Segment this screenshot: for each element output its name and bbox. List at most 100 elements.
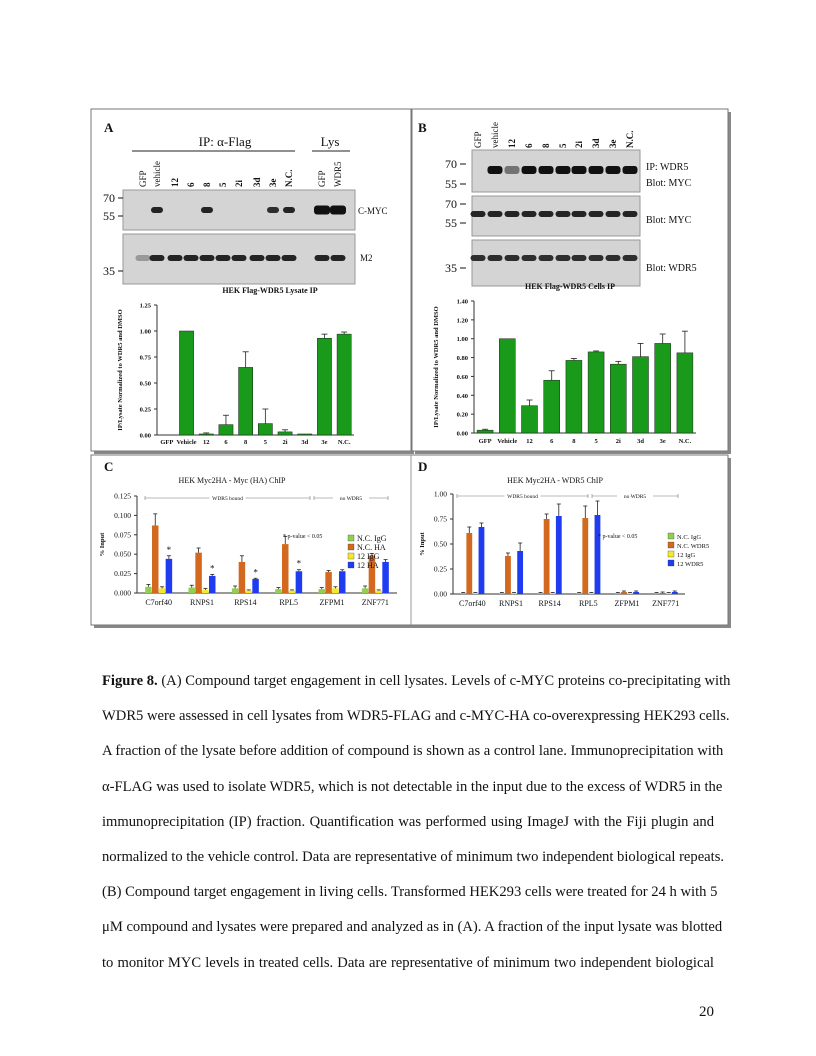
legend-label: N.C. HA	[357, 543, 386, 552]
blot-band	[149, 255, 165, 261]
y-tick-label: 0.25	[140, 407, 152, 414]
bar	[521, 405, 538, 434]
panel-label: B	[418, 120, 427, 135]
bar	[295, 571, 303, 593]
blot-band	[538, 255, 554, 261]
y-tick-label: 0.00	[140, 433, 151, 440]
bar	[627, 593, 633, 594]
bar	[179, 330, 194, 436]
y-tick-label: 0.50	[140, 381, 151, 388]
region-label-bg	[209, 494, 246, 502]
y-tick-label: 1.20	[457, 317, 468, 324]
x-tick-label: GFP	[479, 438, 492, 445]
bar	[277, 431, 293, 436]
figure: A B C D IP: α-Flag Lys C-MYC M2 IP: WDR5…	[90, 108, 731, 628]
lane-label: 3d	[591, 138, 601, 148]
caption-line: Figure 8. (A) Compound target engagement…	[102, 672, 730, 690]
x-tick-label: ZNF771	[362, 598, 389, 607]
caption-line: A fraction of the lysate before addition…	[102, 743, 724, 760]
lane-label: 6	[524, 143, 534, 148]
bar	[165, 558, 173, 593]
bar	[208, 575, 216, 593]
bar	[511, 593, 517, 594]
x-tick-label: RPS14	[539, 599, 561, 608]
x-tick-label: ZNF771	[652, 599, 679, 608]
y-tick-label: 0.00	[457, 431, 468, 438]
blot-band	[249, 255, 265, 261]
lane-label: 3d	[252, 177, 262, 187]
region-label: WDR5 bound	[212, 496, 243, 502]
y-tick-label: 1.00	[140, 329, 151, 336]
x-tick-label: N.C.	[679, 438, 692, 445]
lane-label: 5	[558, 143, 568, 148]
blot-band	[538, 166, 554, 174]
bar	[375, 590, 382, 593]
x-tick-label: 5	[264, 439, 268, 446]
bar	[517, 551, 524, 594]
lane-label: 8	[541, 143, 551, 148]
annotation: * p-value < 0.05	[283, 534, 322, 540]
bar	[318, 589, 326, 593]
x-tick-label: N.C.	[338, 439, 351, 446]
blot-band	[521, 166, 537, 174]
mw-marker: 35	[103, 264, 115, 278]
bar	[633, 592, 640, 594]
caption-label: Figure 8.	[102, 673, 158, 689]
blot-band	[538, 211, 554, 217]
legend-swatch	[667, 541, 675, 549]
bar	[152, 525, 159, 593]
lane-label: 5	[218, 182, 228, 187]
bar	[218, 424, 234, 436]
y-tick-label: 1.00	[457, 336, 468, 343]
lane-label: N.C.	[625, 131, 635, 149]
y-tick-label: 0.20	[457, 412, 468, 419]
y-tick-label: 0.100	[114, 511, 131, 520]
blot-band	[605, 255, 621, 261]
bar	[238, 367, 253, 436]
blot-band	[555, 166, 571, 174]
x-tick-label: 12	[526, 438, 533, 445]
blot-band	[571, 166, 587, 174]
blot-band	[487, 166, 503, 174]
blot-band	[314, 255, 330, 261]
blot-band	[470, 255, 486, 261]
significance-marker: *	[210, 563, 215, 573]
blot-band	[314, 205, 330, 215]
mw-marker: 35	[445, 261, 457, 275]
caption-text: (A) Compound target engagement in cell l…	[157, 673, 731, 689]
y-tick-label: 1.40	[457, 299, 468, 306]
bar	[549, 593, 556, 594]
bar	[332, 588, 339, 593]
lane-label: vehicle	[490, 122, 500, 148]
blot-band	[555, 255, 571, 261]
bar	[555, 516, 562, 594]
bar	[614, 593, 621, 594]
chart-title: HEK Myc2HA - Myc (HA) ChIP	[179, 476, 286, 485]
bar	[158, 588, 166, 593]
bar	[472, 593, 479, 594]
region-label: no WDR5	[624, 494, 647, 500]
blot-band	[231, 255, 247, 261]
y-tick-label: 0.050	[114, 550, 131, 559]
bar	[671, 592, 678, 594]
panel-label: D	[418, 459, 427, 474]
blot-band	[330, 205, 346, 215]
x-tick-label: C7orf40	[145, 598, 172, 607]
bar	[238, 561, 246, 593]
caption-line: normalized to the vehicle control. Data …	[102, 849, 725, 865]
chart-title: HEK Myc2HA - WDR5 ChIP	[507, 476, 603, 485]
blot-band	[201, 207, 213, 213]
y-tick-label: 0.75	[434, 515, 447, 524]
bar	[297, 433, 313, 436]
legend-label: 12 IgG	[677, 552, 696, 559]
mw-marker: 55	[103, 209, 115, 223]
legend-swatch	[347, 561, 355, 569]
caption-line: μM compound and lysates were prepared an…	[102, 919, 723, 936]
significance-marker: *	[167, 545, 172, 555]
blot-band	[183, 255, 199, 261]
blot-band	[504, 255, 520, 261]
y-axis-label: % Input	[99, 532, 106, 556]
blot-band	[605, 166, 621, 174]
bar	[282, 544, 289, 593]
lane-label: 12	[507, 139, 517, 149]
